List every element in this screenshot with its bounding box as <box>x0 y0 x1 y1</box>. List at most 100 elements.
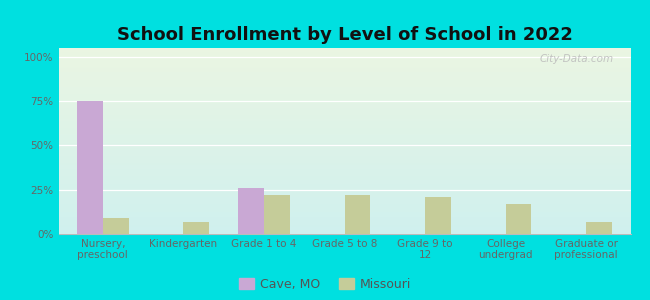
Bar <box>58 223 630 225</box>
Bar <box>58 167 630 169</box>
Bar <box>58 111 630 113</box>
Bar <box>58 134 630 135</box>
Bar <box>58 156 630 158</box>
Bar <box>58 68 630 70</box>
Bar <box>238 188 264 234</box>
Bar <box>58 210 630 212</box>
Bar <box>58 147 630 148</box>
Bar <box>58 232 630 234</box>
Bar <box>58 106 630 107</box>
Bar <box>58 221 630 223</box>
Bar <box>264 195 290 234</box>
Bar <box>58 195 630 197</box>
Bar <box>58 124 630 126</box>
Bar <box>58 52 630 54</box>
Bar <box>58 141 630 143</box>
Bar <box>58 91 630 93</box>
Bar <box>58 82 630 83</box>
Bar <box>58 78 630 80</box>
Bar <box>58 104 630 106</box>
Bar <box>58 74 630 76</box>
Bar <box>58 117 630 119</box>
Bar <box>58 65 630 67</box>
Bar <box>58 48 630 50</box>
Bar <box>58 165 630 167</box>
Bar <box>58 158 630 160</box>
Bar <box>58 197 630 199</box>
Bar <box>58 126 630 128</box>
Bar <box>58 169 630 171</box>
Bar <box>58 96 630 98</box>
Bar <box>58 98 630 100</box>
Bar <box>58 180 630 182</box>
Bar <box>58 83 630 85</box>
Bar <box>58 121 630 122</box>
Bar <box>58 137 630 139</box>
Bar <box>58 191 630 193</box>
Bar <box>58 87 630 89</box>
Bar <box>58 115 630 117</box>
Bar <box>58 130 630 132</box>
Bar <box>58 67 630 68</box>
Bar <box>58 193 630 195</box>
Bar <box>58 145 630 147</box>
Bar <box>58 54 630 56</box>
Bar <box>58 176 630 178</box>
Bar <box>58 206 630 208</box>
Bar <box>58 59 630 61</box>
Bar <box>58 110 630 111</box>
Bar <box>103 218 129 234</box>
Bar <box>58 57 630 59</box>
Bar <box>58 228 630 230</box>
Bar <box>58 226 630 228</box>
Bar <box>58 230 630 232</box>
Bar <box>58 148 630 150</box>
Bar <box>58 122 630 124</box>
Bar <box>58 135 630 137</box>
Bar <box>58 119 630 121</box>
Bar <box>58 63 630 65</box>
Bar <box>58 85 630 87</box>
Bar <box>58 113 630 115</box>
Bar <box>58 204 630 206</box>
Bar <box>58 202 630 204</box>
Bar <box>58 80 630 82</box>
Bar <box>58 212 630 214</box>
Bar <box>58 214 630 215</box>
Bar <box>58 70 630 72</box>
Bar <box>58 100 630 102</box>
Bar <box>58 175 630 176</box>
Bar <box>58 107 630 110</box>
Bar <box>58 189 630 191</box>
Bar <box>58 184 630 186</box>
Bar <box>58 172 630 175</box>
Bar <box>58 161 630 163</box>
Bar <box>77 101 103 234</box>
Bar <box>58 171 630 172</box>
Bar <box>58 219 630 221</box>
Bar <box>58 154 630 156</box>
Text: City-Data.com: City-Data.com <box>540 54 614 64</box>
Bar <box>58 143 630 145</box>
Bar <box>58 215 630 217</box>
Bar <box>58 186 630 188</box>
Bar <box>58 199 630 200</box>
Bar <box>58 76 630 78</box>
Bar <box>58 163 630 165</box>
Bar <box>58 72 630 74</box>
Bar <box>183 222 209 234</box>
Bar <box>58 139 630 141</box>
Bar <box>58 160 630 161</box>
Bar <box>58 93 630 94</box>
Bar <box>58 225 630 226</box>
Bar <box>58 61 630 63</box>
Bar <box>344 195 370 234</box>
Bar <box>58 200 630 202</box>
Bar <box>58 132 630 134</box>
Bar <box>506 204 532 234</box>
Bar <box>58 178 630 180</box>
Bar <box>58 128 630 130</box>
Bar <box>58 50 630 52</box>
Legend: Cave, MO, Missouri: Cave, MO, Missouri <box>239 278 411 291</box>
Bar <box>586 222 612 234</box>
